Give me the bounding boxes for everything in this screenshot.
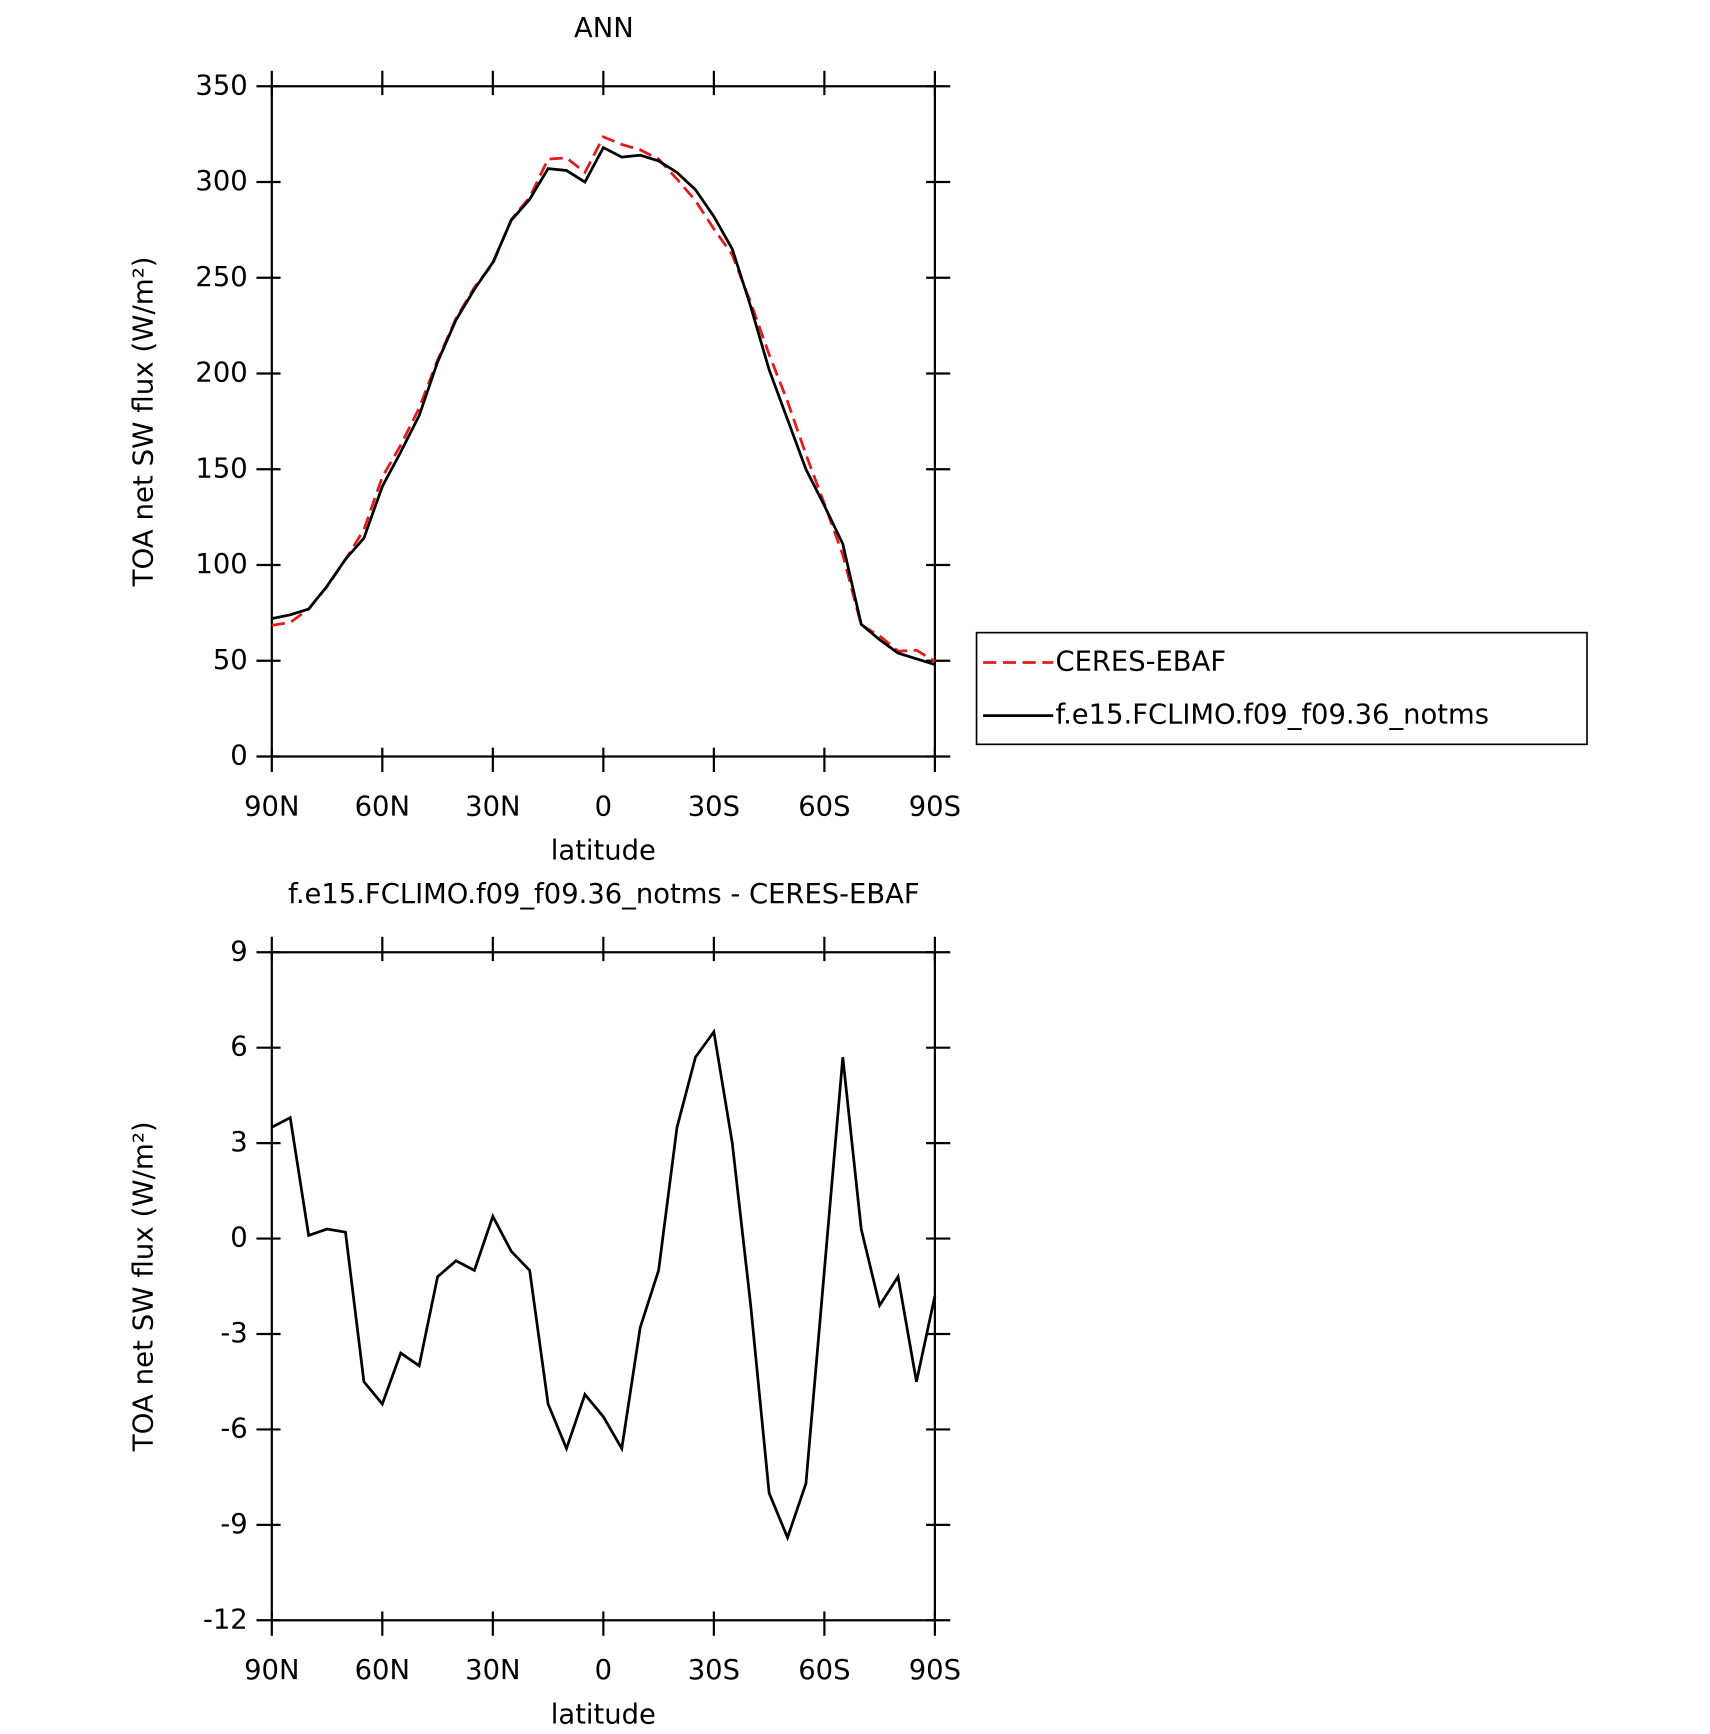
- x-tick-label: 0: [595, 790, 612, 822]
- x-tick-label: 60S: [798, 790, 850, 822]
- y-tick-label: 150: [195, 452, 247, 484]
- y-tick-label: 200: [195, 356, 247, 388]
- x-tick-label: 60S: [798, 1654, 850, 1686]
- x-tick-label: 60N: [355, 1654, 410, 1686]
- data-line: [271, 145, 936, 666]
- x-axis-label: latitude: [551, 1698, 656, 1730]
- chart-title: f.e15.FCLIMO.f09_f09.36_notms - CERES-EB…: [288, 878, 919, 910]
- y-tick-label: 50: [213, 644, 248, 676]
- y-tick-label: 350: [195, 69, 247, 101]
- y-axis-label: TOA net SW flux (W/m²): [128, 256, 160, 587]
- y-tick-label: 0: [230, 739, 247, 771]
- x-tick-label: 90N: [244, 790, 299, 822]
- x-tick-label: 30S: [688, 790, 740, 822]
- y-tick-label: 100: [195, 548, 247, 580]
- y-tick-label: 250: [195, 261, 247, 293]
- y-tick-label: -9: [220, 1508, 247, 1540]
- y-axis-label: TOA net SW flux (W/m²): [128, 1121, 160, 1452]
- plot-frame: [270, 951, 936, 1622]
- data-line: [271, 135, 936, 663]
- x-tick-label: 90S: [909, 790, 961, 822]
- y-tick-label: 6: [230, 1031, 247, 1063]
- plot-frame: [270, 85, 936, 758]
- y-tick-label: -6: [220, 1412, 247, 1444]
- x-tick-label: 90S: [909, 1654, 961, 1686]
- x-tick-label: 30N: [465, 790, 520, 822]
- y-tick-label: 300: [195, 165, 247, 197]
- legend-label: f.e15.FCLIMO.f09_f09.36_notms: [1055, 699, 1489, 731]
- x-tick-label: 30S: [688, 1654, 740, 1686]
- x-tick-label: 60N: [355, 790, 410, 822]
- legend-box: [975, 631, 1588, 746]
- y-tick-label: 0: [230, 1221, 247, 1253]
- y-tick-label: -12: [203, 1603, 248, 1635]
- chart-title: ANN: [574, 12, 634, 44]
- y-tick-label: -3: [220, 1317, 247, 1349]
- x-axis-label: latitude: [551, 835, 656, 867]
- y-tick-label: 9: [230, 935, 247, 967]
- data-line: [271, 1028, 937, 1542]
- legend-label: CERES-EBAF: [1055, 645, 1226, 677]
- y-tick-label: 3: [230, 1126, 247, 1158]
- x-tick-label: 0: [595, 1654, 612, 1686]
- x-tick-label: 90N: [244, 1654, 299, 1686]
- x-tick-label: 30N: [465, 1654, 520, 1686]
